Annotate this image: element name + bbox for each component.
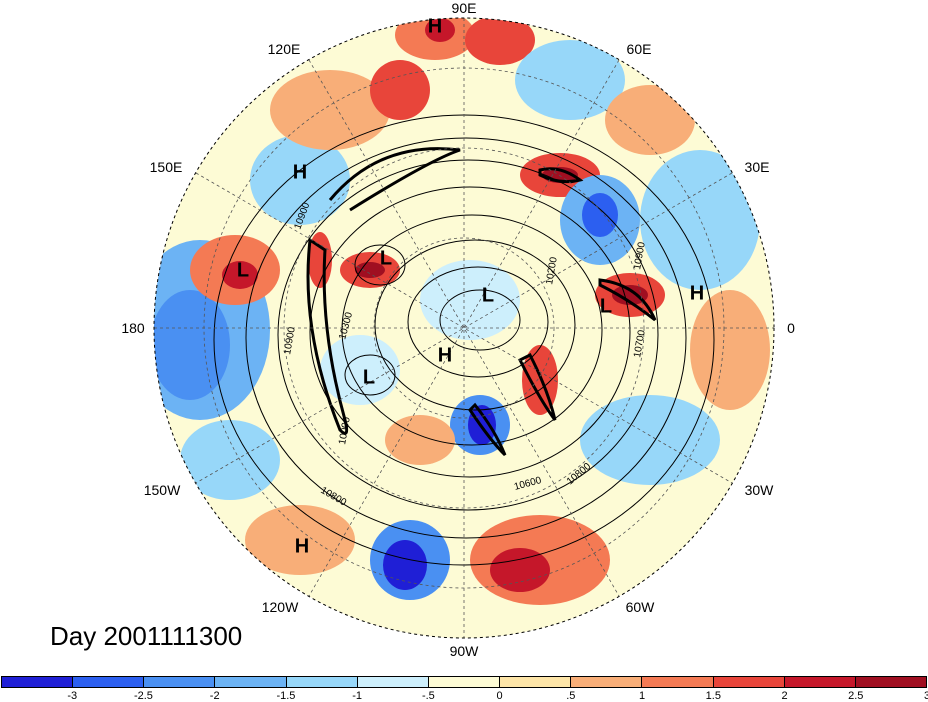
colorbar-segment: [784, 677, 856, 687]
colorbar-tick-label: 3: [923, 690, 928, 702]
contour-label: 10000: [337, 416, 353, 446]
lon-label-0: 0: [787, 320, 795, 336]
colorbar-tick-label: 0: [496, 690, 503, 702]
jet-contours: [306, 147, 657, 457]
colorbar-segment: [215, 677, 287, 687]
lon-label-150e: 150E: [149, 159, 183, 175]
pressure-center-l: L: [481, 284, 495, 307]
lon-label-90w: 90W: [449, 643, 479, 659]
colorbar-tick-label: -1: [352, 690, 363, 702]
colorbar-tick-label: -1.5: [276, 690, 296, 702]
lon-label-30e: 30E: [744, 159, 770, 175]
pressure-center-h: H: [294, 535, 310, 558]
colorbar-segment: [144, 677, 216, 687]
colorbar-segment: [713, 677, 785, 687]
lon-label-120w: 120W: [261, 599, 299, 615]
colorbar-tick-label: -2.5: [133, 690, 153, 702]
lon-label-60e: 60E: [626, 41, 652, 57]
pressure-center-h: H: [427, 15, 443, 38]
lon-label-60w: 60W: [625, 599, 655, 615]
colorbar: [1, 676, 927, 688]
contour-label: 10200: [544, 256, 560, 286]
graticule: [154, 18, 774, 638]
colorbar-segment: [286, 677, 358, 687]
lon-label-120e: 120E: [267, 41, 301, 57]
lon-label-90e: 90E: [451, 0, 477, 16]
colorbar-segment: [428, 677, 501, 687]
pressure-center-h: H: [689, 282, 705, 305]
colorbar-segment: [500, 677, 572, 687]
colorbar-segment: [642, 677, 714, 687]
contour-label: 10900: [632, 241, 648, 271]
lon-label-150w: 150W: [143, 482, 181, 498]
colorbar-tick-label: -2: [209, 690, 220, 702]
contour-label: 10900: [282, 326, 298, 356]
colorbar-tick-label: .5: [566, 690, 576, 702]
map-boundary: [153, 17, 775, 639]
lon-label-180: 180: [121, 320, 145, 336]
lon-label-30w: 30W: [744, 482, 774, 498]
colorbar-segment: [571, 677, 643, 687]
pressure-center-h: H: [437, 344, 453, 367]
colorbar-segment: [855, 677, 927, 687]
colorbar-segment: [2, 677, 74, 687]
colorbar-tick-label: 1: [639, 690, 646, 702]
colorbar-tick-label: 2.5: [848, 690, 864, 702]
colorbar-tick-label: -.5: [421, 690, 435, 702]
colorbar-tick-label: -3: [67, 690, 78, 702]
contour-label: 10700: [632, 329, 648, 359]
colorbar-segment: [73, 677, 145, 687]
pressure-center-l: L: [362, 366, 376, 389]
colorbar-tick-label: 2: [781, 690, 788, 702]
pressure-center-l: L: [379, 247, 393, 270]
pressure-center-l: L: [599, 295, 613, 318]
map-title: Day 2001111300: [50, 621, 243, 651]
anomaly-shading: [154, 18, 770, 605]
colorbar-segment: [357, 677, 429, 687]
colorbar-tick-label: 1.5: [705, 690, 721, 702]
pressure-center-l: L: [236, 259, 250, 282]
pressure-center-h: H: [292, 161, 308, 184]
